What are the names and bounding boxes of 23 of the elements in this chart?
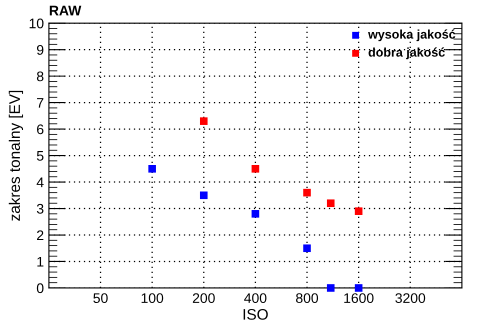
chart-title: RAW bbox=[50, 6, 82, 16]
y-tick-label: 10 bbox=[30, 18, 44, 28]
y-tick-label: 3 bbox=[36, 204, 44, 214]
y-tick-label: 1 bbox=[37, 256, 44, 267]
x-tick-label: 100 bbox=[142, 293, 164, 304]
y-tick-label: 9 bbox=[36, 44, 44, 55]
x-tick-label: 50 bbox=[93, 293, 108, 304]
x-axis-title: ISO bbox=[244, 308, 268, 320]
y-tick-label: 8 bbox=[36, 71, 44, 82]
y-tick-label: 5 bbox=[36, 151, 44, 161]
x-tick-label: 200 bbox=[192, 293, 215, 304]
x-tick-label: 1600 bbox=[344, 293, 374, 304]
legend-label: dobra jakość bbox=[368, 47, 445, 60]
y-tick-label: 6 bbox=[37, 124, 44, 134]
x-tick-label: 3200 bbox=[395, 293, 426, 304]
x-tick-label: 400 bbox=[244, 293, 266, 304]
y-tick-label: 4 bbox=[36, 178, 44, 188]
y-tick-label: 7 bbox=[37, 98, 44, 108]
y-axis-title: zakres tonalny [EV] bbox=[8, 90, 24, 221]
legend-label: wysoka jakość bbox=[368, 29, 456, 42]
y-tick-label: 0 bbox=[36, 283, 44, 294]
y-tick-label: 2 bbox=[37, 230, 44, 240]
x-tick-label: 800 bbox=[296, 293, 318, 304]
